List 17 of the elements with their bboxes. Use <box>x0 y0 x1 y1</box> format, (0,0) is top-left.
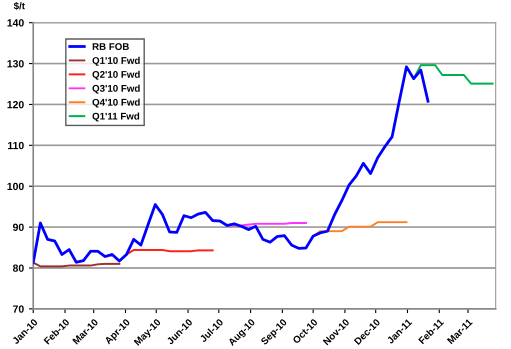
y-tick-label: 110 <box>8 142 24 150</box>
y-tick-label: 80 <box>12 264 24 272</box>
legend-label: Q1'10 Fwd <box>92 56 140 66</box>
line-series <box>412 64 494 85</box>
y-tick-label: 130 <box>7 60 24 68</box>
y-tick-label: 90 <box>12 224 24 231</box>
line-series <box>33 65 430 264</box>
y-tick-label: 70 <box>13 305 24 313</box>
legend-label: Q1'11 Fwd <box>92 112 140 122</box>
legend-label: RB FOB <box>92 43 129 50</box>
y-tick-label: 140 <box>7 19 24 27</box>
y-tick-label: 100 <box>7 182 24 190</box>
legend-label: Q3'10 Fwd <box>92 84 140 94</box>
legend-label: Q4'10 Fwd <box>92 98 140 108</box>
y-tick-label: 120 <box>7 100 24 108</box>
legend-label: Q2'10 Fwd <box>92 70 140 80</box>
y-axis-title: $/t <box>14 2 25 10</box>
